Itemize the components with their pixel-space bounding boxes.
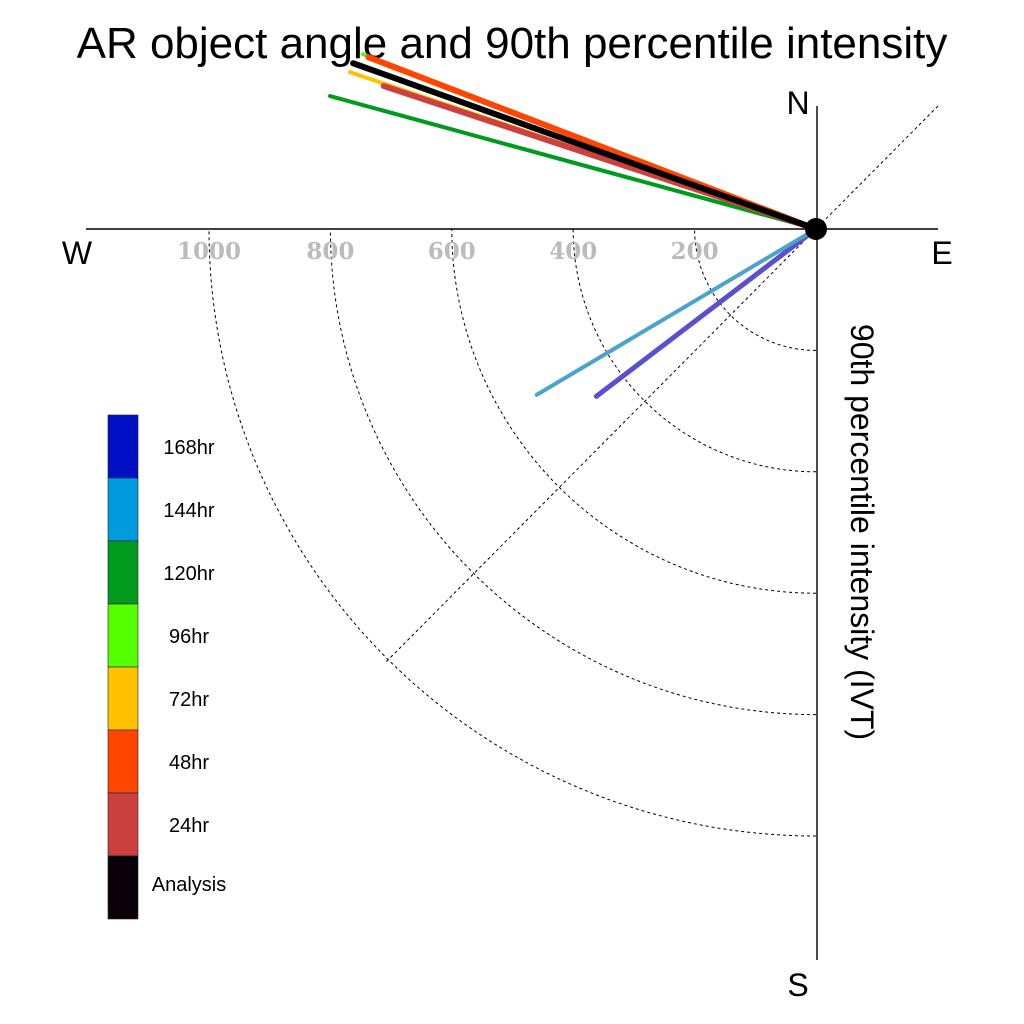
radial-tick-label: 600 (428, 238, 476, 265)
ring-800 (329, 228, 817, 716)
ring-1000 (208, 228, 817, 837)
axes (86, 105, 939, 960)
legend-swatch-168hr (107, 414, 139, 479)
legend-label: 72hr (169, 689, 209, 711)
radial-tick-label: 800 (306, 238, 354, 265)
legend: 168hr 144hr 120hr 96hr 72hr 48hr 24hr Analysis (107, 414, 226, 920)
legend-swatch-24hr (107, 792, 139, 857)
ring-600 (451, 228, 817, 594)
compass-east: E (931, 235, 952, 271)
series-line-analysis (350, 60, 819, 232)
diagonal-guide (385, 105, 939, 663)
legend-label: 48hr (169, 752, 209, 774)
compass-west: W (62, 235, 93, 271)
legend-swatch-120hr (107, 540, 139, 605)
legend-label: 96hr (169, 626, 209, 648)
y-axis-label: 90th percentile intensity (IVT) (844, 324, 880, 740)
legend-label: 24hr (169, 815, 209, 837)
series-line-144hr (534, 227, 818, 397)
radial-tick-label: 400 (549, 238, 597, 265)
legend-swatch-72hr (107, 666, 139, 731)
legend-label: 168hr (163, 437, 214, 459)
legend-swatch-analysis (107, 855, 139, 920)
origin-marker (805, 218, 827, 240)
compass-south: S (787, 967, 808, 1003)
ring-200 (694, 228, 817, 351)
radial-tick-labels: 200 400 600 800 1000 (177, 238, 719, 265)
legend-label: 120hr (163, 563, 214, 585)
grid (208, 228, 817, 837)
series-line-120hr (328, 94, 818, 231)
radial-tick-label: 1000 (177, 238, 241, 265)
legend-swatch-144hr (107, 477, 139, 542)
series-line-168hr (593, 226, 819, 399)
legend-swatch-96hr (107, 603, 139, 668)
compass-north: N (786, 85, 809, 121)
ring-400 (572, 228, 817, 473)
radial-tick-label: 200 (671, 238, 719, 265)
legend-swatch-48hr (107, 729, 139, 794)
series-lines (328, 52, 819, 399)
legend-label: Analysis (152, 874, 226, 896)
chart-title: AR object angle and 90th percentile inte… (77, 19, 948, 68)
legend-label: 144hr (163, 500, 214, 522)
